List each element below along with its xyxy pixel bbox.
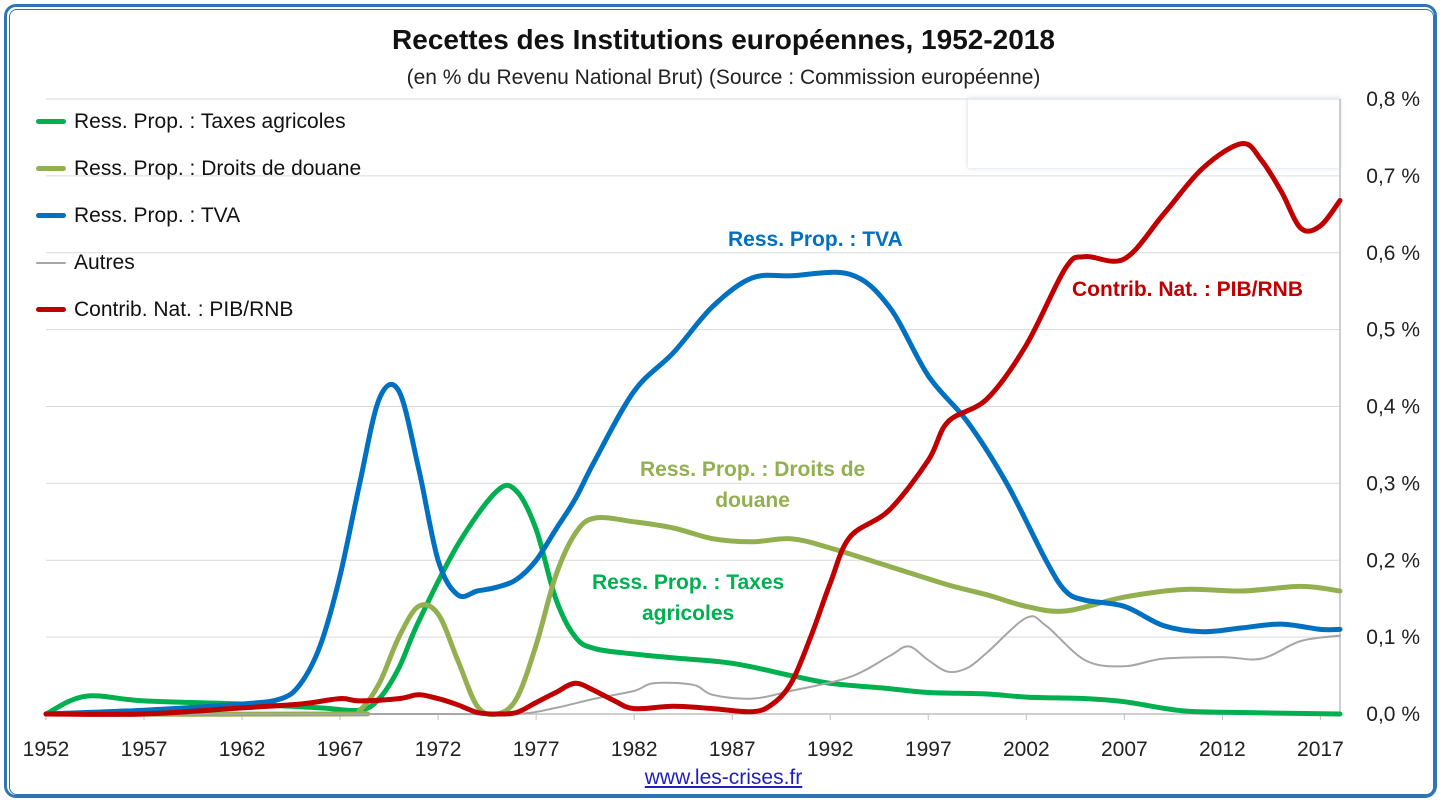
outer-frame — [4, 4, 1437, 798]
blank-overlay-box — [968, 98, 1340, 168]
series-lines — [43, 141, 1343, 718]
annotation-droits-de-douane: Ress. Prop. : Droits de douane — [640, 454, 865, 516]
annotation-line: Ress. Prop. : TVA — [728, 228, 903, 251]
x-tick-label: 1962 — [219, 738, 266, 761]
annotation-contrib-nat: Contrib. Nat. : PIB/RNB — [1072, 274, 1303, 305]
series-line-2 — [43, 269, 1343, 717]
legend-label: Contrib. Nat. : PIB/RNB — [74, 297, 294, 321]
legend-swatch — [36, 166, 66, 171]
y-tick-label: 0,5 % — [1366, 319, 1420, 342]
x-tick-label: 1997 — [905, 738, 952, 761]
y-tick-labels: 0,0 % 0,1 % 0,2 % 0,3 % 0,4 % 0,5 % 0,6 % 0,7 %… — [1366, 88, 1420, 726]
legend-label: Ress. Prop. : TVA — [74, 203, 241, 227]
y-tick-label: 0,3 % — [1366, 472, 1420, 495]
annotation-line: douane — [715, 489, 790, 512]
x-tick-label: 1977 — [513, 738, 560, 761]
y-tick-label: 0,2 % — [1366, 549, 1420, 572]
x-tick-label: 2017 — [1297, 738, 1344, 761]
legend-swatch — [36, 213, 66, 218]
x-tick-labels: 1952 1957 1962 1967 1972 1977 1982 1987 1992 1997… — [23, 738, 1344, 761]
annotation-line: Contrib. Nat. : PIB/RNB — [1072, 278, 1303, 301]
x-tick-label: 1967 — [317, 738, 364, 761]
y-tick-label: 0,7 % — [1366, 165, 1420, 188]
x-tick-label: 1987 — [709, 738, 756, 761]
grid-lines — [46, 98, 1340, 638]
legend-label: Ress. Prop. : Droits de douane — [74, 156, 362, 180]
y-tick-label: 0,1 % — [1366, 626, 1420, 649]
y-tick-label: 0,8 % — [1366, 88, 1420, 111]
legend-label: Ress. Prop. : Taxes agricoles — [74, 109, 346, 133]
annotation-line: Ress. Prop. : Droits de — [640, 458, 866, 481]
y-tick-label: 0,0 % — [1366, 703, 1420, 726]
series-line-4 — [43, 141, 1343, 717]
series-line-3 — [45, 615, 1341, 716]
chart-subtitle: (en % du Revenu National Brut) (Source :… — [406, 66, 1041, 89]
legend-label: Autres — [74, 250, 135, 274]
y-tick-label: 0,6 % — [1366, 242, 1420, 265]
annotation-line: agricoles — [641, 602, 735, 625]
y-tick-label: 0,4 % — [1366, 396, 1420, 419]
legend: Ress. Prop. : Taxes agricoles Ress. Prop.… — [36, 98, 361, 333]
x-tick-label: 1972 — [415, 738, 462, 761]
legend-swatch — [36, 261, 66, 264]
x-tick-label: 1982 — [611, 738, 658, 761]
series-line-0 — [43, 482, 1343, 717]
x-tick-label: 1952 — [23, 738, 70, 761]
annotation-line: Ress. Prop. : Taxes — [592, 571, 785, 594]
x-tick-label: 2007 — [1101, 738, 1148, 761]
legend-item: Contrib. Nat. : PIB/RNB — [36, 286, 361, 333]
legend-item: Ress. Prop. : TVA — [36, 192, 361, 239]
x-tick-label: 2002 — [1003, 738, 1050, 761]
chart-title: Recettes des Institutions européennes, 1… — [392, 24, 1055, 55]
series-line-1 — [43, 515, 1343, 718]
x-tick-label: 1992 — [807, 738, 854, 761]
annotation-tva: Ress. Prop. : TVA — [728, 224, 903, 255]
annotation-taxes-agricoles: Ress. Prop. : Taxes agricoles — [592, 567, 784, 629]
x-tick-label: 1957 — [121, 738, 168, 761]
source-link[interactable]: www.les-crises.fr — [644, 766, 803, 789]
legend-swatch — [36, 119, 66, 124]
inner-frame — [9, 9, 1434, 795]
x-tick-label: 2012 — [1199, 738, 1246, 761]
legend-swatch — [36, 307, 66, 312]
legend-item: Ress. Prop. : Taxes agricoles — [36, 98, 361, 145]
legend-item: Autres — [36, 239, 361, 286]
legend-item: Ress. Prop. : Droits de douane — [36, 145, 361, 192]
